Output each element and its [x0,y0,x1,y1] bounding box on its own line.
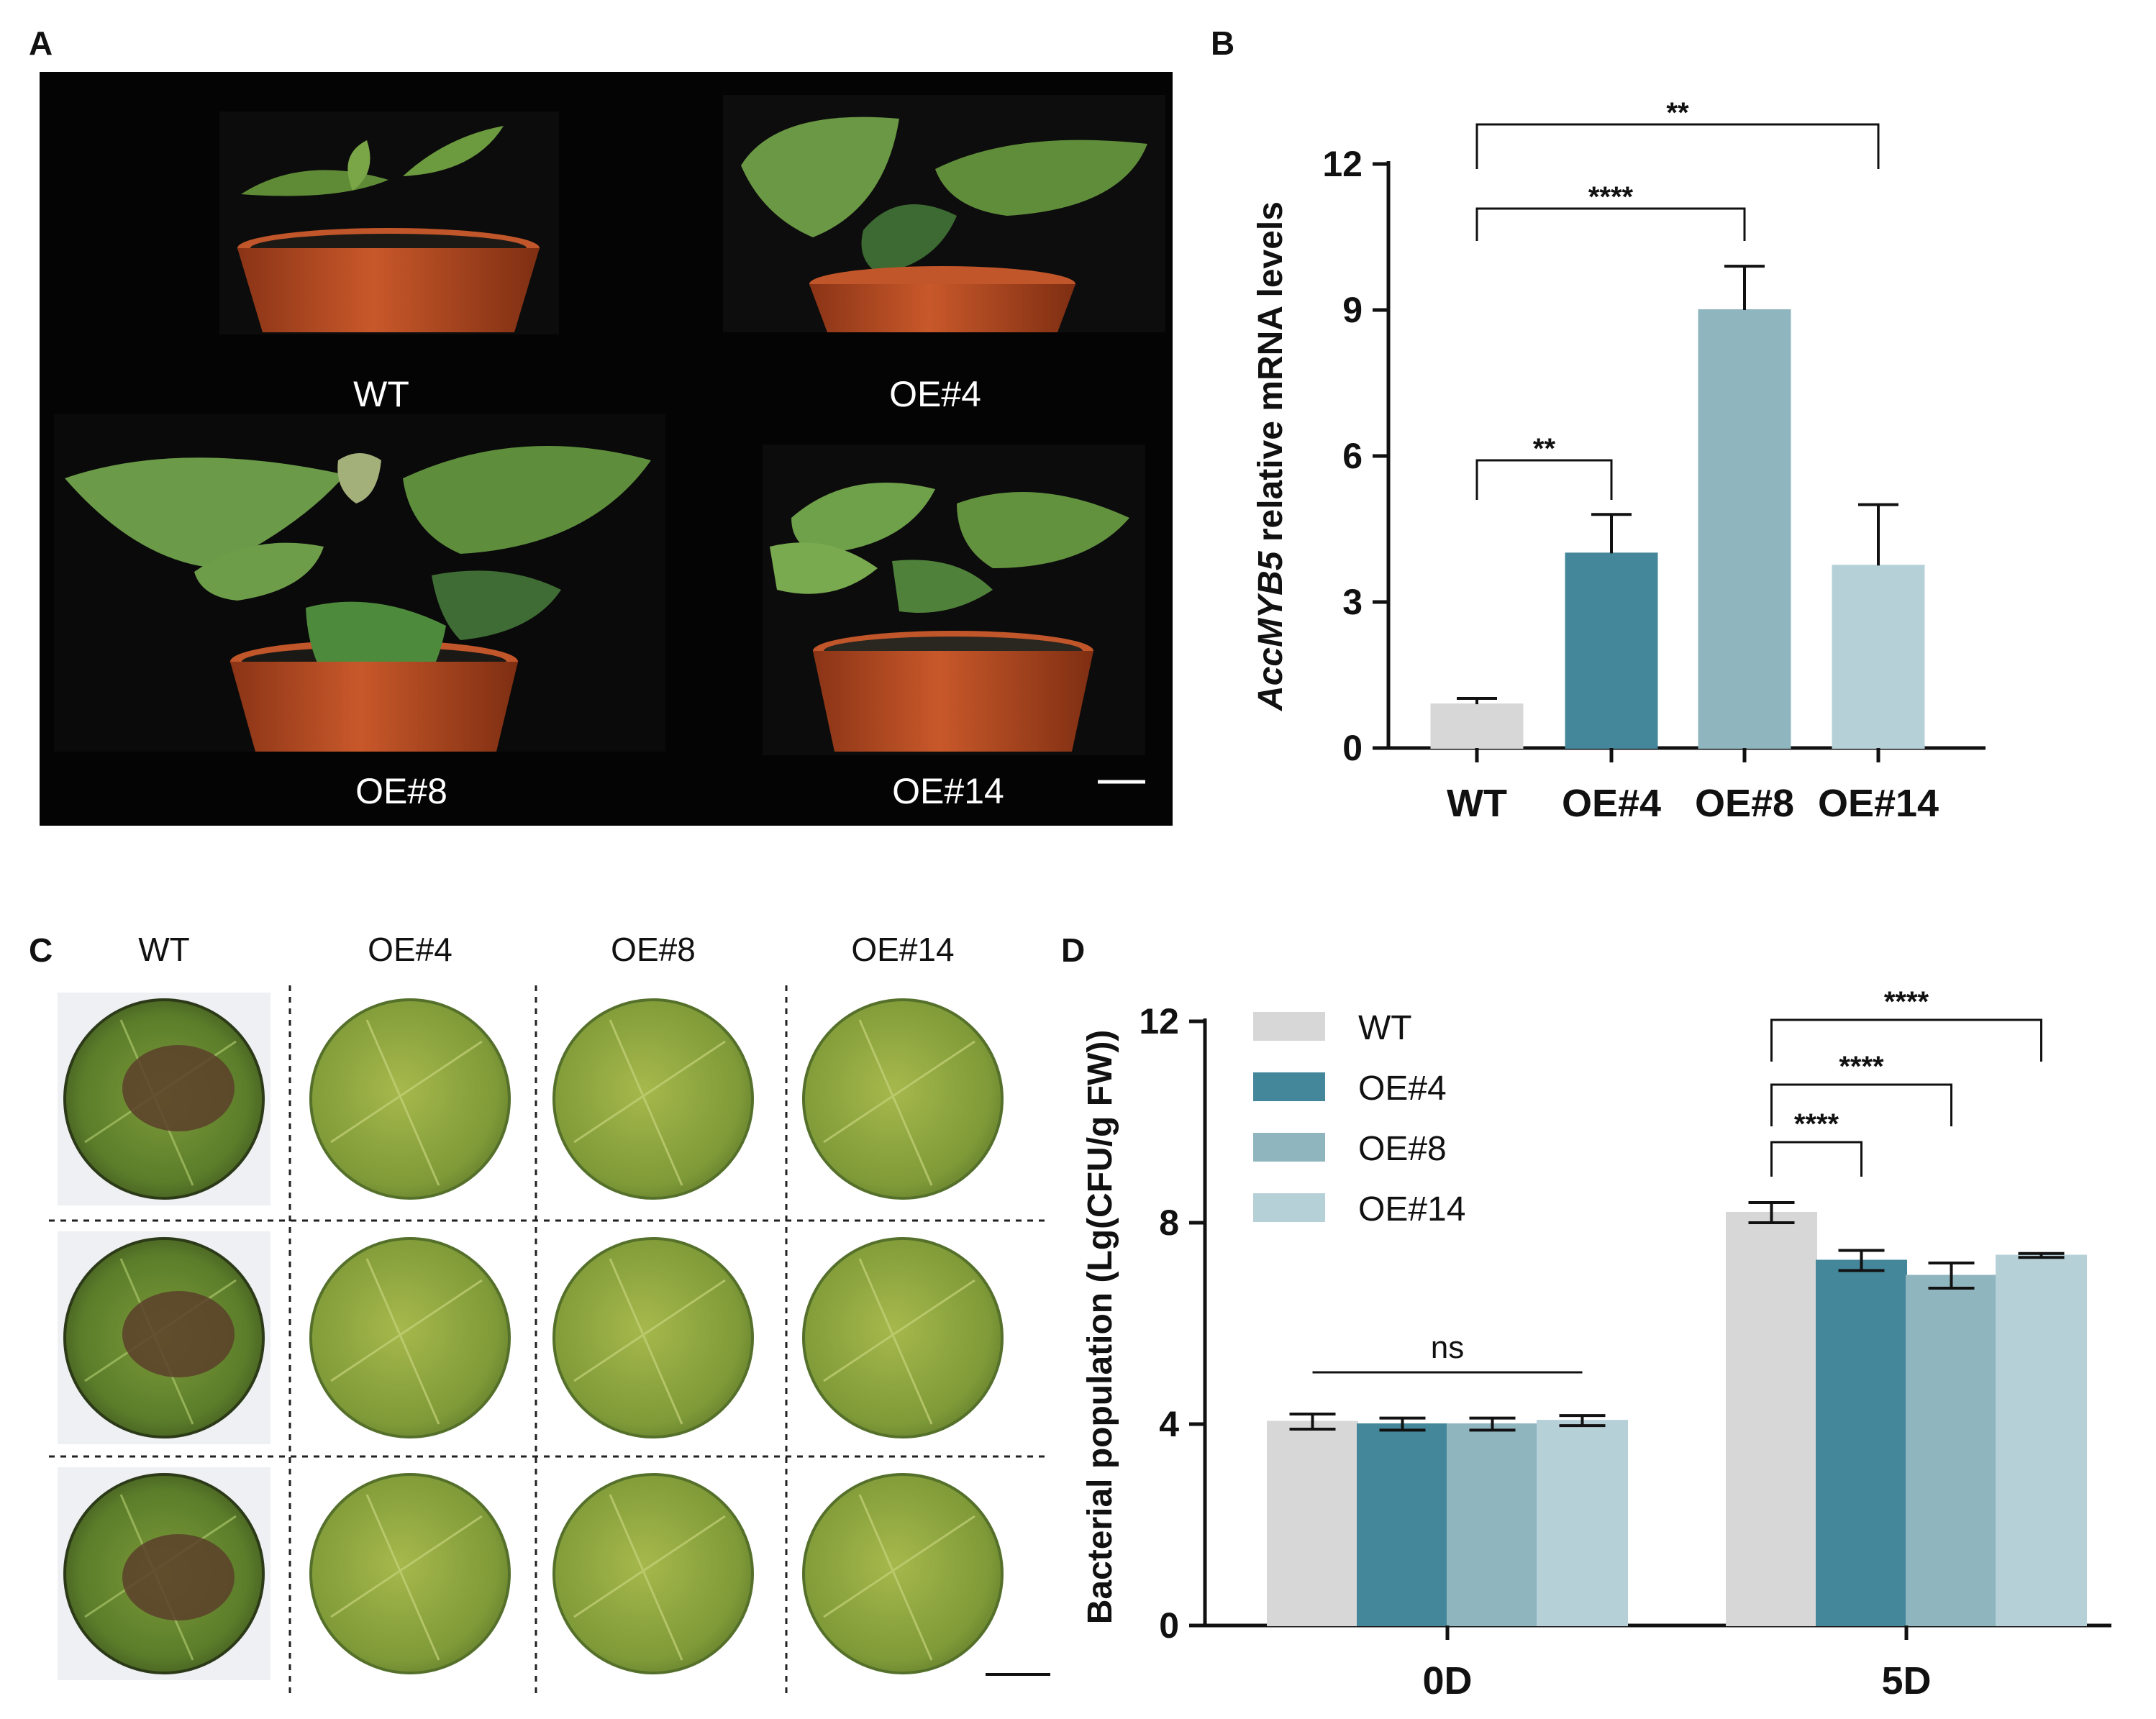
chart-d-bar-5d-oe14 [1996,1254,2087,1626]
legend-label: OE#8 [1358,1130,1447,1168]
chart-b-significance-label: **** [1588,181,1634,213]
panel-letter-d: D [1061,931,1085,969]
leaf-disc-oe4 [309,998,511,1200]
chart-d-bar-0d-wt [1267,1421,1358,1626]
leaf-disc-oe4 [309,1473,511,1674]
chart-d-y-tick-label: 8 [1159,1203,1179,1243]
chart-d-y-axis-title: Bacterial population (Lg(CFU/g FW)) [1081,1030,1119,1625]
chart-b-significance-label: ** [1666,97,1689,129]
leaf-column-label: OE#14 [851,931,954,968]
chart-d-significance-label: **** [1884,986,1929,1018]
leaf-disc-oe8 [552,1237,754,1438]
chart-b-bar-oe14 [1832,565,1925,749]
leaf-lesion [122,1534,235,1620]
leaf-column-label: OE#4 [368,931,452,968]
leaf-vein [573,1019,726,1186]
chart-d-group-label: 5D [1881,1659,1931,1702]
legend-swatch-oe8 [1253,1133,1325,1162]
chart-b-y-axis-title: AccMYB5 relative mRNA levels [1252,201,1290,711]
chart-b-y-tick-label: 9 [1342,290,1363,330]
chart-b-bar-oe8 [1698,309,1791,749]
plant-photo-oe4 [723,95,1165,332]
panel-letter-c: C [29,931,53,969]
chart-d-bar-5d-oe4 [1816,1259,1907,1626]
chart-d-bar-0d-oe14 [1537,1420,1628,1626]
leaf-vein [823,1494,975,1661]
leaf-vein [330,1258,483,1425]
chart-d-ns-label: ns [1431,1330,1464,1365]
chart-d-y-tick-label: 0 [1159,1605,1179,1646]
leaf-vein [330,1494,483,1661]
leaf-disc-oe4 [309,1237,511,1438]
legend-label: OE#4 [1358,1070,1447,1108]
photo-label-oe4: OE#4 [889,374,981,414]
photo-label-wt: WT [353,374,409,414]
chart-b-bar-wt [1430,703,1524,749]
photo-label-oe8: OE#8 [355,771,447,811]
leaf-disc-oe14 [802,998,1004,1200]
leaf-vein [573,1258,726,1425]
chart-d-group-label: 0D [1422,1659,1472,1702]
chart-b-y-tick-label: 3 [1342,582,1363,622]
chart-b-significance-bracket [1475,207,1746,241]
leaf-vein [573,1494,726,1661]
chart-b-bar-oe4 [1565,552,1658,749]
chart-d-significance-label: **** [1794,1108,1839,1140]
chart-b-significance-label: ** [1533,433,1556,465]
panel-letter-b: B [1211,24,1234,62]
leaf-lesion [122,1045,235,1131]
plant-photo-wt [219,111,559,334]
chart-b-y-tick-label: 6 [1342,436,1363,476]
legend-swatch-oe4 [1253,1072,1325,1101]
leaf-column-label: WT [138,931,190,968]
chart-b: 0 3 6 9 12 WT OE#4 OE#8 OE#14 AccMYB5 relative mR… [1252,97,1986,825]
leaf-vein [823,1258,975,1425]
chart-d-bar-0d-oe4 [1357,1423,1448,1626]
plant-photo-oe14 [763,444,1145,755]
panel-letter-a: A [29,24,53,62]
chart-d-significance-bracket [1770,1018,2042,1062]
leaf-lesion [122,1291,235,1377]
legend-swatch-wt [1253,1012,1325,1041]
chart-b-category-label: WT [1447,782,1507,825]
chart-d: 0 4 8 12 0D 5D Bacterial population (Lg(CFU/g … [1081,986,2111,1702]
legend-swatch-oe14 [1253,1193,1325,1222]
chart-b-y-tick-label: 0 [1342,728,1363,768]
chart-d-bar-0d-oe8 [1447,1423,1538,1626]
chart-d-bar-5d-oe8 [1906,1275,1997,1626]
chart-b-category-label: OE#14 [1818,782,1939,825]
chart-b-significance-bracket [1475,123,1880,169]
leaf-disc-oe14 [802,1237,1004,1438]
chart-d-bar-5d-wt [1726,1212,1817,1626]
leaf-disc-oe14 [802,1473,1004,1674]
chart-d-significance-label: **** [1839,1051,1884,1082]
chart-b-category-label: OE#8 [1695,782,1794,825]
leaf-vein [330,1019,483,1186]
chart-d-significance-bracket [1770,1083,1952,1126]
chart-b-category-label: OE#4 [1562,782,1661,825]
chart-b-significance-bracket [1475,459,1613,500]
plant-photo-oe8 [54,414,665,752]
leaf-disc-oe8 [552,1473,754,1674]
leaf-disc-grid: WT OE#4 OE#8 OE#14 [49,931,1050,1695]
leaf-vein [823,1019,975,1186]
leaf-disc-oe8 [552,998,754,1200]
chart-d-y-tick-label: 4 [1159,1404,1179,1444]
chart-d-y-tick-label: 12 [1139,1001,1179,1041]
photo-label-oe14: OE#14 [892,771,1004,811]
chart-d-significance-bracket [1770,1141,1862,1177]
legend-label: WT [1358,1009,1412,1047]
chart-b-y-tick-label: 12 [1322,144,1363,184]
leaf-column-label: OE#8 [611,931,696,968]
legend-label: OE#14 [1358,1190,1465,1228]
